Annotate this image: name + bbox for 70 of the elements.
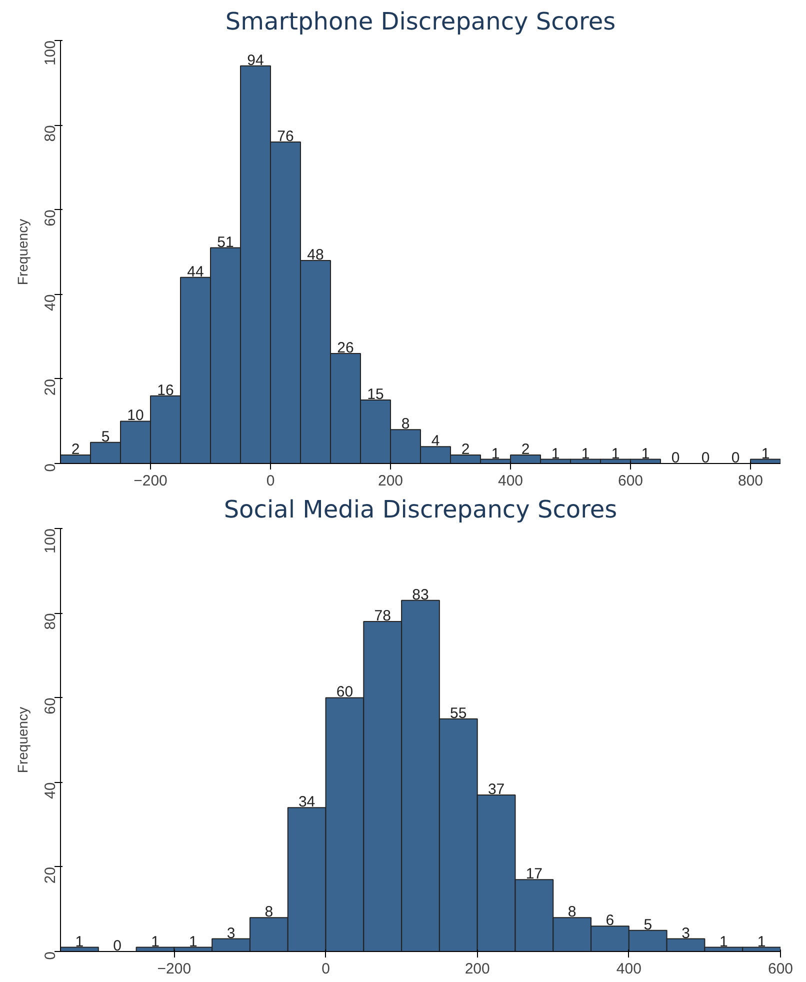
chart-title: Social Media Discrepancy Scores [224, 496, 618, 524]
y-tick-label: 0 [42, 464, 59, 472]
data-label: 26 [337, 340, 354, 357]
data-label: 44 [187, 263, 204, 280]
x-tick-label: 400 [616, 960, 642, 978]
data-label: 1 [188, 933, 198, 950]
data-label: 5 [101, 428, 110, 446]
y-tick-label: 0 [42, 952, 59, 960]
y-axis-title: Frequency [14, 218, 30, 286]
y-tick-label: 40 [42, 782, 59, 799]
x-tick-label: −200 [157, 960, 192, 978]
data-label: 76 [277, 128, 294, 146]
data-label: 51 [217, 234, 234, 251]
x-tick-label: 600 [768, 960, 794, 978]
x-tick-label: 800 [738, 472, 764, 490]
data-label: 55 [450, 704, 467, 722]
y-tick-label: 20 [42, 866, 59, 884]
data-label: 17 [526, 866, 543, 883]
chart-title: Smartphone Discrepancy Scores [225, 8, 616, 36]
data-label: 60 [336, 684, 354, 701]
data-label: 0 [671, 450, 680, 466]
data-label: 8 [401, 416, 410, 433]
y-tick-label: 100 [42, 40, 59, 66]
data-label: 3 [226, 924, 236, 942]
x-tick-label: 600 [618, 472, 644, 490]
y-tick-label: 80 [42, 125, 59, 142]
data-label: 34 [298, 794, 316, 811]
y-tick-label: 60 [42, 210, 59, 226]
data-label: 1 [581, 445, 590, 462]
data-label: 5 [644, 916, 652, 934]
data-label: 94 [247, 52, 264, 69]
x-tick-label: −200 [134, 472, 168, 490]
x-tick-label: 400 [498, 472, 524, 490]
data-label: 1 [761, 445, 770, 462]
data-label: 1 [757, 933, 766, 950]
data-label: 15 [367, 386, 384, 404]
data-label: 2 [521, 441, 530, 458]
data-label: 16 [157, 382, 174, 399]
data-label: 4 [431, 432, 440, 450]
data-label: 78 [374, 608, 391, 625]
data-label: 48 [307, 246, 324, 264]
data-label: 83 [412, 586, 429, 604]
data-label: 8 [264, 904, 274, 921]
data-label: 1 [491, 445, 500, 462]
data-label: 6 [606, 912, 614, 930]
data-label: 0 [731, 450, 740, 466]
data-label: 8 [568, 904, 576, 921]
x-tick-label: 200 [464, 960, 490, 978]
data-label: 2 [461, 441, 470, 458]
x-tick-label: 200 [378, 472, 404, 490]
y-tick-label: 80 [42, 613, 59, 630]
data-label: 2 [71, 441, 80, 458]
y-tick-label: 40 [42, 294, 59, 311]
x-tick-label: 0 [266, 472, 275, 490]
data-label: 1 [641, 445, 650, 462]
data-label: 1 [719, 933, 728, 950]
data-label: 0 [113, 938, 122, 954]
y-axis-title: Frequency [14, 706, 30, 774]
data-label: 3 [682, 924, 690, 942]
data-label: 1 [611, 445, 620, 462]
data-label: 1 [75, 933, 84, 950]
data-label: 0 [701, 450, 710, 466]
data-label: 1 [151, 933, 160, 950]
data-label: 1 [551, 445, 560, 462]
y-tick-label: 60 [42, 698, 59, 714]
y-tick-label: 100 [42, 528, 59, 554]
y-tick-label: 20 [42, 378, 59, 396]
x-tick-label: 0 [322, 960, 330, 978]
data-label: 37 [488, 780, 505, 798]
data-label: 10 [127, 407, 144, 424]
